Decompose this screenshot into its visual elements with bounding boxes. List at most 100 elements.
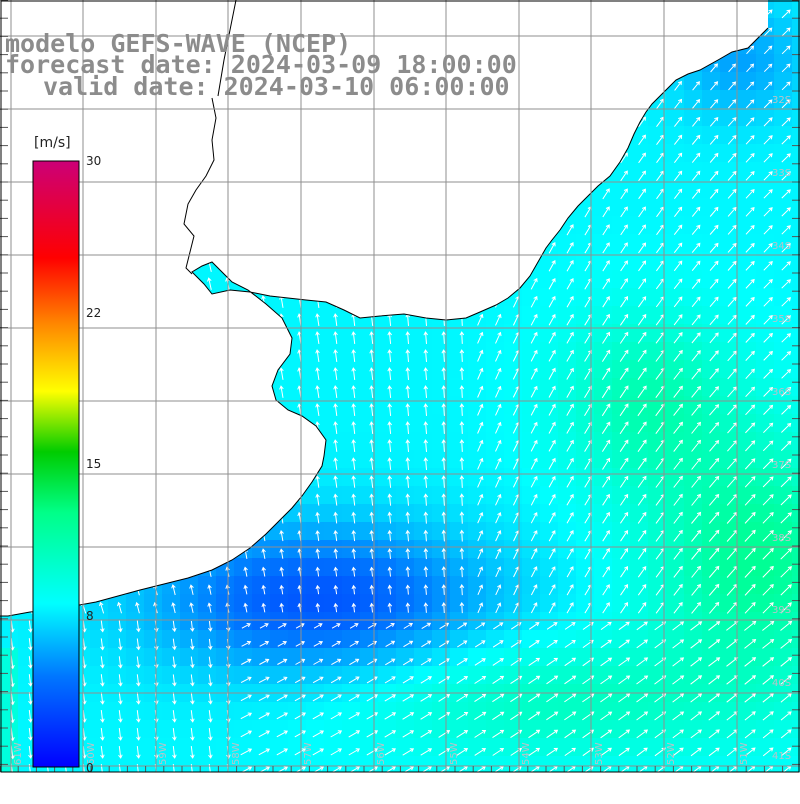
wave-arrow [152,313,158,326]
wave-cell [360,450,379,469]
wave-arrow [564,657,577,667]
wave-cell [378,522,397,541]
wave-arrow [225,115,230,128]
wave-arrow [548,205,556,218]
wave-arrow [8,205,15,218]
wave-arrow [584,134,592,146]
wave-arrow [189,584,194,595]
wave-arrow [243,151,248,164]
wave-arrow [423,205,428,218]
wave-cell [270,702,289,721]
wave-arrow [171,511,176,524]
wave-cell [738,720,757,739]
wave-arrow [780,639,793,649]
wave-arrow [405,133,410,146]
wave-arrow [600,729,613,739]
wave-cell [18,756,37,772]
wave-cell [756,252,775,271]
wave-arrow [763,81,773,91]
wave-cell [702,18,721,37]
wave-arrow [691,314,701,326]
wave-cell [594,162,613,181]
wave-cell [198,108,217,127]
wave-arrow [279,475,284,488]
wave-cell [558,252,577,271]
wave-cell [288,234,307,253]
title-forecast-date: forecast date: 2024-03-09 18:00:00 [5,50,517,79]
wave-cell [630,702,649,721]
wave-cell [234,702,253,721]
wave-cell [396,720,415,739]
wave-arrow [745,171,755,181]
wave-arrow [673,547,683,560]
wave-arrow [243,295,248,308]
wave-cell [252,486,271,505]
wave-cell [288,378,307,397]
wave-arrow [459,421,465,434]
wave-cell [108,486,127,505]
wave-arrow [189,566,194,578]
wave-cell [162,270,181,289]
wave-cell [450,738,469,757]
wave-arrow [136,620,141,633]
wave-arrow [781,27,791,37]
wave-arrow [118,746,123,759]
wave-arrow [312,694,324,702]
wave-arrow [620,44,628,56]
wave-cell [234,342,253,361]
wave-arrow [369,493,374,506]
wave-cell [126,738,145,757]
wave-cell [162,666,181,685]
wave-cell [720,90,739,109]
wave-cell [360,576,379,595]
wave-cell [252,630,271,649]
wave-arrow [638,170,646,182]
wave-cell [558,288,577,307]
wave-arrow [477,295,484,308]
wave-arrow [387,133,392,146]
wave-arrow [405,385,410,398]
wave-arrow [351,133,356,146]
wave-arrow [780,512,792,524]
wave-arrow [423,584,429,595]
wave-arrow [403,622,414,629]
wave-arrow [171,115,176,128]
wave-arrow [261,403,266,416]
wave-cell [720,270,739,289]
wave-cell [522,216,541,235]
wave-cell [468,396,487,415]
wave-cell [504,594,523,613]
wave-arrow [118,710,123,723]
wave-cell [108,324,127,343]
wave-cell [648,558,667,577]
wave-arrow [530,223,538,236]
wave-arrow [459,511,465,524]
wave-cell [594,144,613,163]
wave-arrow [351,331,356,344]
wave-arrow [98,169,105,182]
wave-arrow [566,241,574,254]
wave-cell [558,72,577,91]
wave-cell [504,576,523,595]
wave-cell [738,432,757,451]
wave-cell [702,522,721,541]
wave-arrow [636,747,648,757]
wave-arrow [387,367,392,380]
wave-cell [450,288,469,307]
wave-arrow [117,565,122,578]
wave-cell [468,486,487,505]
wave-arrow [134,115,140,128]
wave-arrow [763,207,773,217]
wave-arrow [620,80,628,92]
wave-arrow [387,602,393,613]
wave-cell [306,216,325,235]
wave-cell [450,360,469,379]
wave-arrow [172,692,177,705]
colorbar-tick: 0 [86,761,94,775]
colorbar-tick: 30 [86,154,101,168]
wave-cell [666,234,685,253]
wave-arrow [98,187,105,200]
wave-arrow [727,368,737,380]
wave-cell [90,612,109,631]
wave-cell [270,324,289,343]
